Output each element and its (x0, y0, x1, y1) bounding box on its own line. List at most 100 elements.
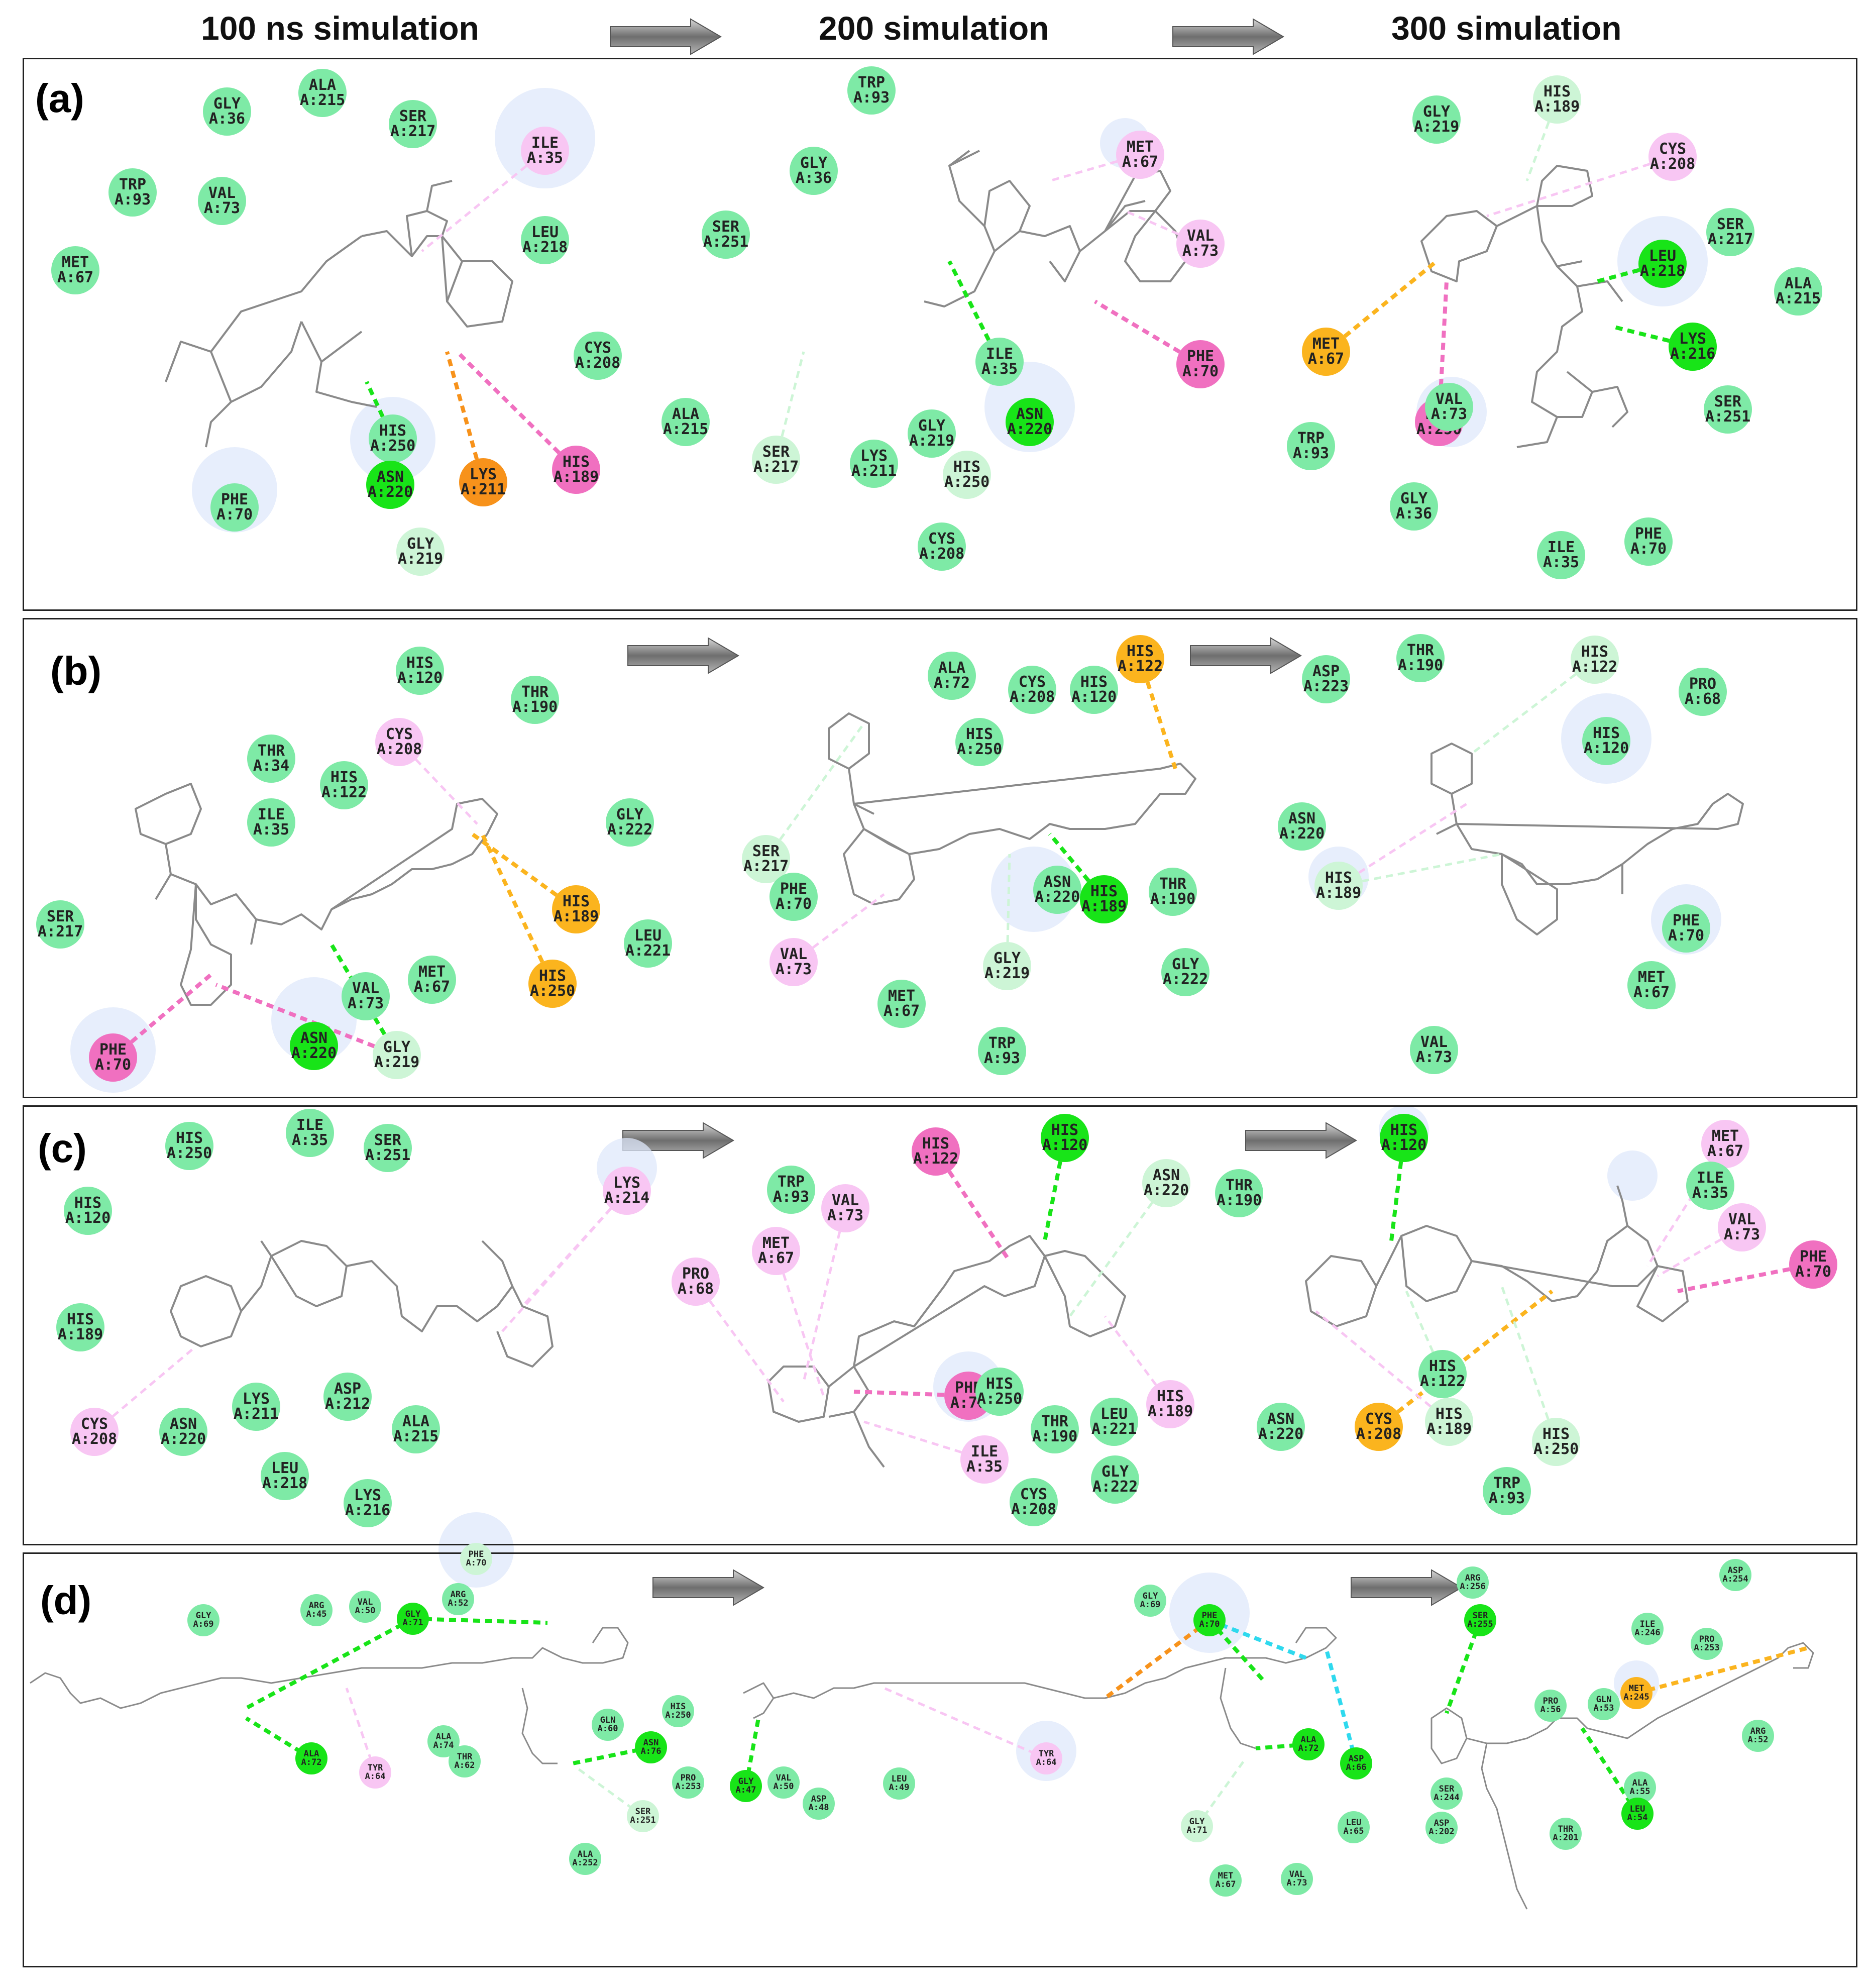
residue-position: A:220 (1143, 1182, 1189, 1199)
residue-position: A:253 (1694, 1643, 1720, 1653)
residue-name: GLY (1142, 1591, 1158, 1601)
residue-position: A:120 (397, 669, 443, 687)
residue-name: PRO (680, 1773, 696, 1783)
residue-node: GLY A:71 (397, 1603, 429, 1635)
residue-position: A:35 (1543, 554, 1580, 571)
panel-b (23, 618, 1857, 1098)
interaction-line (863, 1420, 985, 1461)
residue-position: A:122 (913, 1150, 959, 1168)
residue-position: A:251 (703, 233, 749, 251)
residue-node: HIS A:189 (1146, 1380, 1194, 1428)
residue-name: VAL (208, 184, 236, 202)
residue-position: A:250 (956, 741, 1003, 758)
residue-position: A:245 (1623, 1692, 1649, 1702)
residue-name: GLY (1422, 103, 1451, 121)
residue-name: HIS (670, 1702, 686, 1712)
residue-position: A:190 (512, 698, 558, 716)
residue-position: A:214 (604, 1189, 650, 1207)
residue-name: ILE (1696, 1169, 1724, 1187)
residue-position: A:120 (1071, 688, 1117, 706)
residue-name: ALA (435, 1732, 452, 1742)
residue-node: ALA A:252 (569, 1843, 601, 1875)
residue-name: LEU (634, 927, 662, 945)
residue-node: MET A:67 (1627, 961, 1676, 1009)
interaction-line (245, 1617, 414, 1710)
panel-label: (c) (38, 1126, 87, 1171)
residue-name: ARG (308, 1601, 324, 1611)
residue-position: A:64 (365, 1771, 386, 1782)
residue-node: PRO A:56 (1534, 1690, 1567, 1722)
residue-node: ARG A:52 (442, 1583, 474, 1615)
interaction-line (1104, 1618, 1211, 1700)
residue-node: HIS A:189 (1425, 1398, 1473, 1446)
residue-node: ASP A:212 (323, 1373, 372, 1421)
residue-node: TRP A:93 (1287, 422, 1335, 470)
residue-name: LYS (354, 1487, 382, 1504)
residue-name: SER (762, 443, 790, 461)
residue-position: A:190 (1150, 890, 1196, 908)
residue-position: A:250 (976, 1390, 1023, 1408)
residue-node: GLY A:222 (1091, 1455, 1139, 1504)
residue-position: A:36 (208, 110, 246, 128)
stage-arrow (652, 1569, 764, 1606)
residue-position: A:67 (1633, 984, 1670, 1001)
interaction-line (412, 1617, 548, 1625)
interaction-line (112, 973, 212, 1060)
residue-position: A:69 (193, 1619, 214, 1629)
interaction-line (1068, 1182, 1168, 1317)
interaction-line (1255, 1742, 1309, 1750)
residue-name: ALA (1632, 1778, 1648, 1788)
residue-node: LYS A:214 (603, 1167, 651, 1215)
residue-name: HIS (953, 458, 981, 476)
residue-name: HIS (1325, 869, 1353, 887)
residue-node: SER A:217 (1706, 208, 1754, 256)
residue-position: A:190 (1032, 1428, 1078, 1445)
residue-name: ILE (531, 134, 559, 152)
residue-position: A:73 (203, 199, 241, 217)
residue-position: A:202 (1428, 1827, 1455, 1837)
residue-position: A:223 (1303, 678, 1349, 695)
residue-name: TRP (1297, 430, 1325, 447)
residue-position: A:70 (216, 506, 253, 524)
residue-node: ALA A:215 (392, 1405, 440, 1453)
residue-name: GLY (993, 950, 1021, 967)
residue-position: A:244 (1434, 1793, 1460, 1803)
residue-node: HIS A:189 (1080, 875, 1128, 923)
residue-position: A:45 (306, 1609, 327, 1619)
residue-node: ARG A:256 (1457, 1566, 1489, 1599)
residue-node: HIS A:120 (1041, 1114, 1089, 1162)
residue-position: A:190 (1397, 657, 1444, 674)
residue-node: CYS A:208 (1008, 666, 1056, 714)
residue-name: HIS (1080, 673, 1108, 691)
residue-position: A:208 (1356, 1425, 1402, 1443)
residue-position: A:208 (919, 545, 965, 563)
interaction-line (456, 350, 578, 471)
residue-position: A:208 (1011, 1501, 1057, 1518)
residue-position: A:220 (1034, 888, 1080, 906)
residue-node: PHE A:70 (1662, 904, 1710, 953)
residue-node: GLY A:219 (983, 942, 1031, 990)
residue-node: GLY A:69 (187, 1604, 219, 1636)
interaction-line (215, 983, 398, 1057)
residue-node: TRP A:93 (767, 1166, 815, 1214)
residue-position: A:189 (1147, 1403, 1193, 1420)
residue-node: HIS A:122 (1116, 635, 1164, 683)
residue-name: TYR (1038, 1749, 1054, 1759)
residue-node: ALA A:72 (295, 1742, 327, 1774)
residue-position: A:73 (1415, 1049, 1453, 1066)
residue-position: A:250 (166, 1144, 212, 1162)
residue-node: HIS A:120 (64, 1187, 112, 1235)
residue-node: ASP A:48 (803, 1788, 835, 1820)
residue-name: ASP (811, 1794, 827, 1804)
residue-position: A:256 (1460, 1582, 1486, 1592)
residue-position: A:208 (1009, 688, 1055, 706)
residue-name: PHE (1672, 912, 1700, 929)
residue-node: CYS A:208 (1010, 1478, 1058, 1526)
residue-node: LEU A:65 (1338, 1811, 1370, 1843)
residue-position: A:73 (1430, 405, 1468, 423)
residue-position: A:220 (1258, 1425, 1304, 1443)
residue-position: A:218 (1639, 262, 1686, 280)
interaction-line (1093, 299, 1202, 366)
residue-name: HIS (1390, 1121, 1418, 1139)
